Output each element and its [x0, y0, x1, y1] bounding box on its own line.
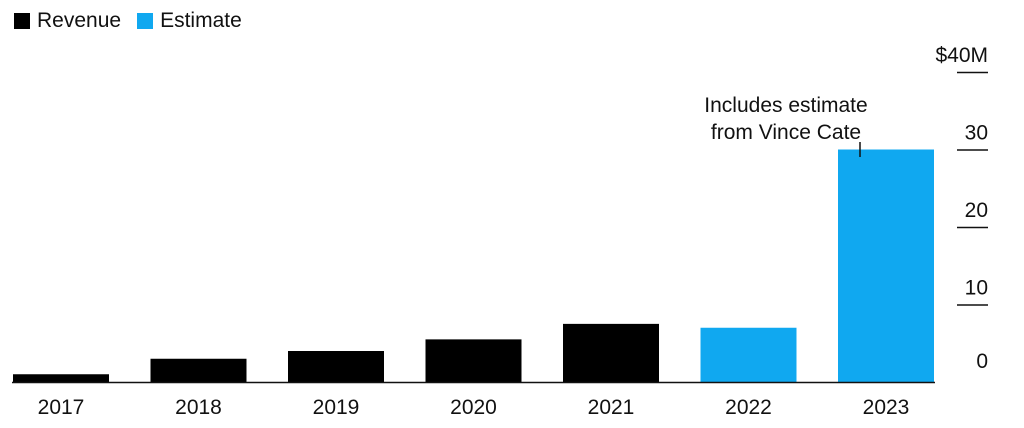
chart-legend: Revenue Estimate [14, 9, 248, 33]
legend-label-estimate: Estimate [160, 9, 242, 32]
x-tick-label-2022: 2022 [725, 396, 772, 419]
x-tick-label-2017: 2017 [38, 396, 85, 419]
annotation-line-1: Includes estimate [704, 94, 867, 117]
bar-2017 [13, 374, 109, 382]
legend-label-revenue: Revenue [37, 9, 122, 32]
y-tick-label-30: 30 [965, 122, 988, 145]
bar-2018 [150, 358, 247, 382]
y-tick-label-10: 10 [965, 277, 988, 300]
y-tick-label-40: $40M [935, 44, 988, 67]
x-tick-label-2020: 2020 [450, 396, 497, 419]
x-tick-labels: 2017 2018 2019 2020 2021 2022 2023 [38, 396, 910, 419]
y-axis-ticks: 0 10 20 30 $40M [935, 44, 988, 373]
bar-2021 [563, 323, 659, 382]
legend-item-estimate: Estimate [137, 9, 242, 33]
legend-swatch-revenue [14, 13, 30, 29]
legend-swatch-estimate [137, 13, 154, 29]
bars-group [13, 149, 934, 382]
x-tick-label-2023: 2023 [863, 396, 910, 419]
legend-item-revenue: Revenue [14, 9, 121, 33]
y-tick-label-0: 0 [976, 350, 988, 373]
annotation-line-2: from Vince Cate [711, 121, 861, 144]
bar-2019 [288, 351, 384, 382]
x-tick-label-2021: 2021 [588, 396, 635, 419]
x-tick-label-2018: 2018 [175, 396, 222, 419]
bar-2023 [838, 149, 934, 382]
bar-2022 [700, 327, 797, 382]
annotation: Includes estimate from Vince Cate [704, 94, 868, 157]
bar-2020 [425, 339, 522, 382]
y-tick-label-20: 20 [965, 199, 988, 222]
x-tick-label-2019: 2019 [313, 396, 360, 419]
